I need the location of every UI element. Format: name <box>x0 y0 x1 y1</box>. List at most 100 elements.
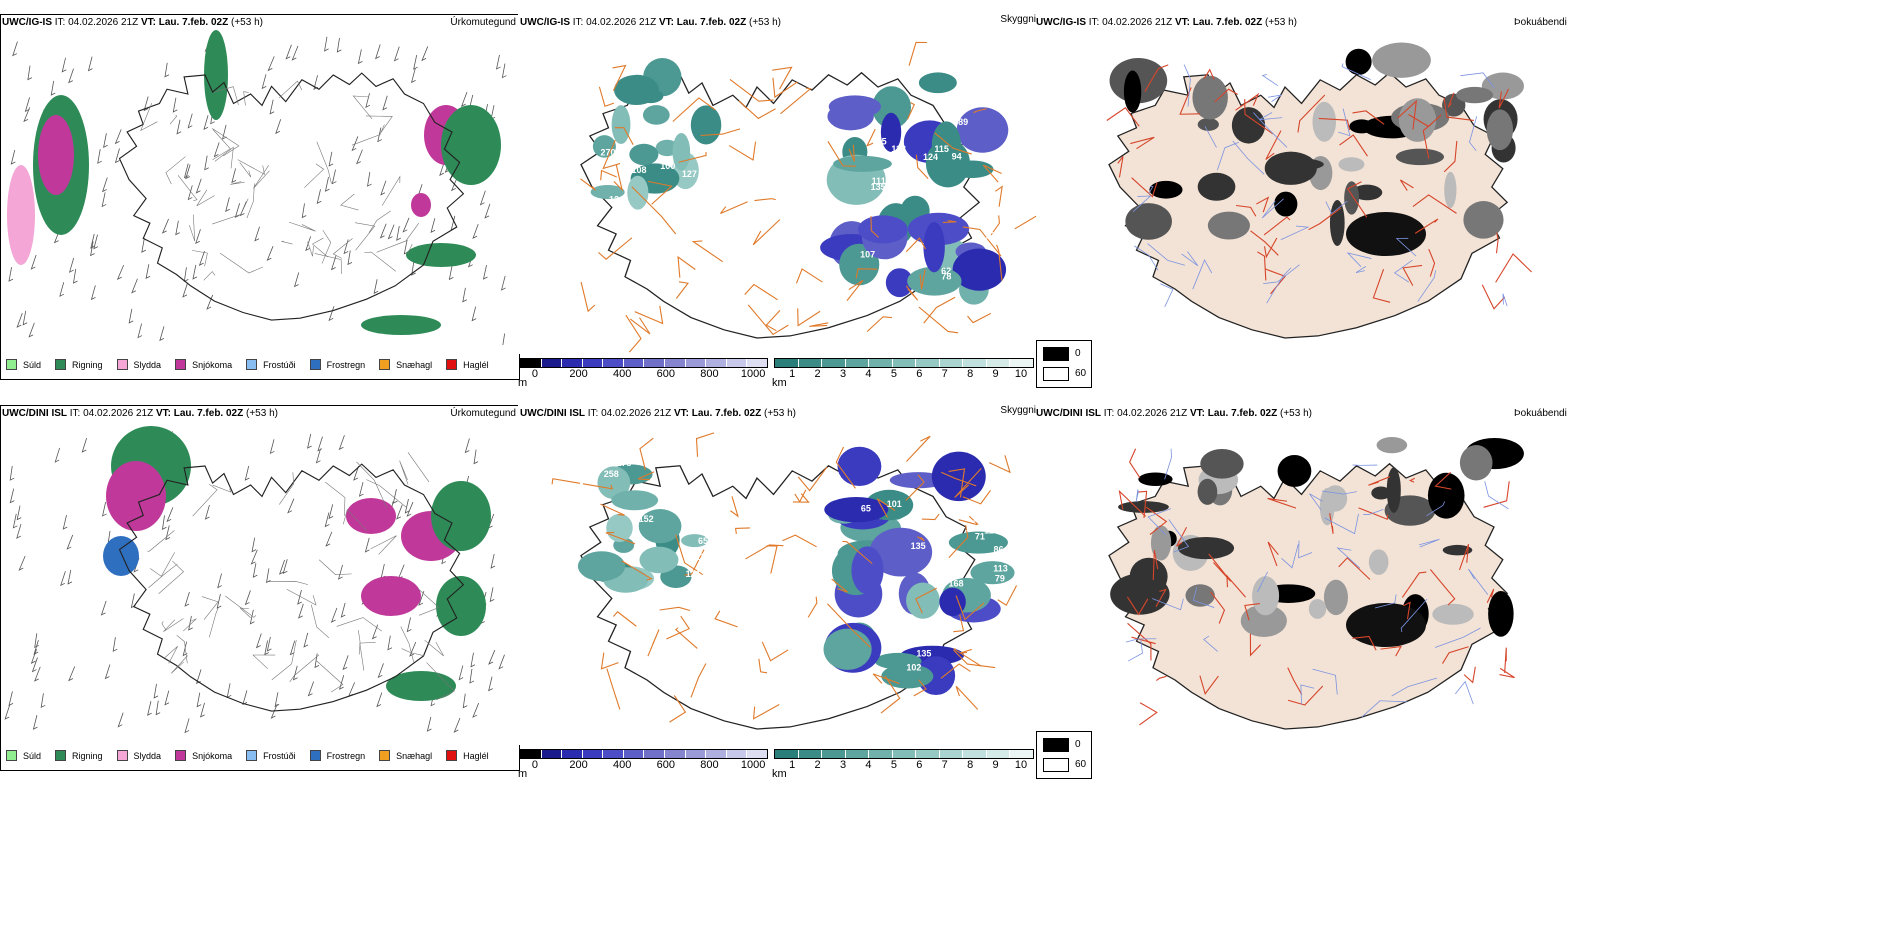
road-line <box>677 255 696 278</box>
river-line <box>1192 586 1215 608</box>
road-line <box>690 663 707 698</box>
legend-item: Slydda <box>116 359 161 370</box>
terrain-contour <box>253 165 270 189</box>
river-line <box>1484 481 1509 510</box>
wind-barb <box>222 124 227 140</box>
road-line <box>1397 99 1418 130</box>
fog-legend-label: 0 <box>1075 348 1081 359</box>
road-line <box>728 141 757 161</box>
wind-barb <box>458 665 464 681</box>
road-line <box>905 237 927 253</box>
colorbar-tick: 400 <box>612 368 632 380</box>
terrain-contour <box>340 193 359 211</box>
river-line <box>1355 266 1367 273</box>
road-line <box>598 237 633 260</box>
cloud-map-0: 107 62 111 124 78 75 126 97 89 94 118 94 135 115 133 87… <box>518 14 1036 354</box>
wind-barb <box>430 218 436 234</box>
road-line <box>582 483 614 490</box>
cloud-area <box>923 222 945 273</box>
wind-barb <box>453 717 461 733</box>
wind-barb <box>114 148 120 164</box>
wind-barb <box>472 702 480 718</box>
fog-area <box>1372 42 1431 78</box>
road-line <box>953 614 965 633</box>
cloud-area <box>885 268 914 298</box>
road-line <box>940 471 977 487</box>
cloud-map-1: 91 65 66 71 113 39 86 198 135 168 113 102 101 144 135 7… <box>518 405 1036 745</box>
road-line <box>973 108 987 114</box>
wind-barb <box>10 149 16 165</box>
road-line <box>1179 87 1201 115</box>
colorbar-tick: 4 <box>865 368 872 380</box>
road-line <box>1118 489 1147 517</box>
cloud-base-value: 152 <box>639 514 654 524</box>
wind-barb <box>330 607 338 623</box>
wind-barb <box>267 56 275 72</box>
river-line <box>1469 116 1478 152</box>
cloud-base-value: 78 <box>941 271 951 281</box>
wind-barb <box>338 675 345 690</box>
cloud-base-value: 113 <box>984 525 999 535</box>
road-line <box>684 549 705 576</box>
terrain-contour <box>278 80 303 99</box>
wind-barb <box>16 312 23 328</box>
road-line <box>782 534 817 548</box>
wind-barb <box>90 241 95 257</box>
wind-barb <box>216 593 222 609</box>
precip-header-0: UWC/IG-IS IT: 04.02.2026 21Z VT: Lau. 7.… <box>2 17 263 29</box>
river-line <box>1148 186 1154 195</box>
road-line <box>1403 601 1411 620</box>
legend-label: Súld <box>23 359 42 370</box>
wind-barb <box>18 555 26 571</box>
terrain-contour <box>148 563 178 588</box>
cloud-area <box>918 72 957 94</box>
road-line <box>1263 216 1291 236</box>
terrain-contour <box>366 479 408 509</box>
legend-item: Snjókoma <box>175 750 232 761</box>
river-line <box>1259 112 1283 121</box>
wind-barb <box>502 333 506 345</box>
road-line <box>1235 92 1260 111</box>
river-line <box>1455 680 1474 705</box>
lead-time: (+53 h) <box>246 408 278 419</box>
road-line <box>958 515 979 526</box>
road-line <box>1414 218 1439 234</box>
precip-title: Úrkomutegund <box>450 408 516 419</box>
wind-barb <box>226 683 232 699</box>
wind-barb <box>409 641 417 657</box>
terrain-contour <box>213 86 239 105</box>
cloud-area <box>872 86 912 129</box>
wind-barb <box>264 640 269 656</box>
cloud-area <box>824 497 889 523</box>
road-line <box>1463 666 1476 684</box>
road-line <box>1199 675 1219 695</box>
init-time: IT: 04.02.2026 21Z <box>54 17 139 28</box>
road-line <box>1156 675 1167 681</box>
road-line <box>766 545 778 574</box>
river-line <box>1391 677 1438 697</box>
fog-area <box>1395 148 1444 166</box>
cloud-base-value: 87 <box>928 188 938 198</box>
cloud-base-value: 115 <box>934 144 949 154</box>
terrain-contour <box>230 181 245 185</box>
legend-swatch <box>6 750 17 761</box>
ceiling-cells <box>520 358 768 368</box>
wind-barb <box>470 652 476 668</box>
road-line <box>1408 477 1416 483</box>
cloud-area <box>952 248 1007 291</box>
terrain-contour <box>342 509 368 532</box>
legend-swatch <box>246 750 258 761</box>
wind-barb <box>137 323 143 339</box>
colorbar-tick: 9 <box>992 759 999 771</box>
wind-barb <box>358 481 364 497</box>
legend-item: Frostúði <box>246 359 296 370</box>
road-line <box>1152 550 1159 580</box>
terrain-contour <box>150 552 175 577</box>
road-line <box>1495 253 1532 283</box>
wind-barb <box>16 505 22 521</box>
fog-area <box>1185 584 1215 607</box>
road-line <box>915 587 937 614</box>
road-line <box>1117 156 1124 178</box>
visibility-area <box>638 509 682 544</box>
wind-barb <box>164 62 170 78</box>
